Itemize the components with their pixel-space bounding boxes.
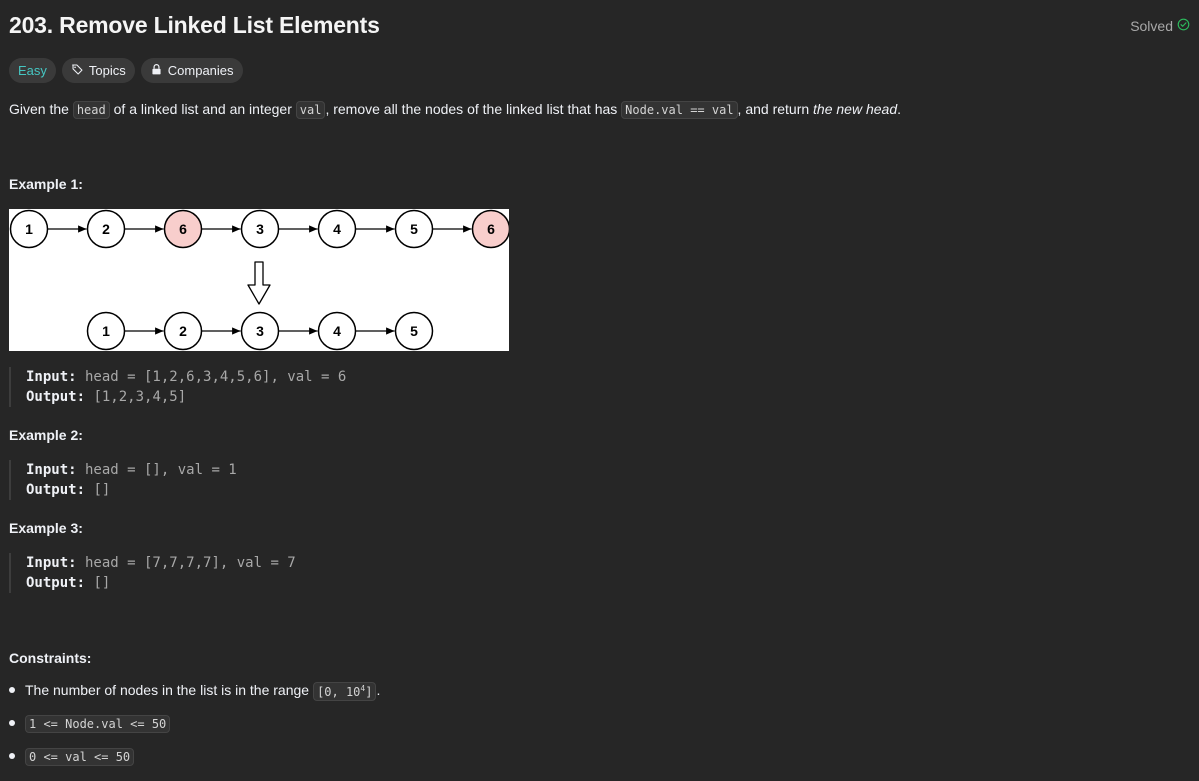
constraints-title: Constraints: xyxy=(9,650,92,666)
example-1-title: Example 1: xyxy=(9,176,83,192)
topics-button[interactable]: Topics xyxy=(61,58,135,83)
list-node xyxy=(9,209,49,249)
output-value: [] xyxy=(85,482,111,498)
constraints-list: The number of nodes in the list is in th… xyxy=(9,682,380,781)
topics-label: Topics xyxy=(88,63,126,78)
desc-emphasis: the new head xyxy=(813,101,898,117)
input-label: Input: xyxy=(26,369,77,385)
list-node xyxy=(86,209,126,249)
solved-label: Solved xyxy=(1130,18,1173,34)
node-label: 5 xyxy=(410,221,418,237)
input-value: head = [1,2,6,3,4,5,6], val = 6 xyxy=(76,369,347,385)
desc-text: , and return xyxy=(737,101,814,117)
node-label: 1 xyxy=(25,221,33,237)
constraint-item: 0 <= val <= 50 xyxy=(9,748,380,781)
constraint-text: The number of nodes in the list is in th… xyxy=(25,682,310,698)
check-circle-icon xyxy=(1177,18,1190,34)
output-value: [1,2,3,4,5] xyxy=(85,389,187,405)
input-value: head = [], val = 1 xyxy=(76,462,237,478)
solved-status: Solved xyxy=(1130,18,1190,34)
example-3-io: Input: head = [7,7,7,7], val = 7 Output:… xyxy=(9,553,296,593)
input-label: Input: xyxy=(26,555,77,571)
companies-button[interactable]: Companies xyxy=(140,58,243,83)
inline-code: Node.val == val xyxy=(621,101,738,119)
constraint-end: . xyxy=(376,682,381,698)
list-node xyxy=(86,311,126,351)
input-label: Input: xyxy=(26,462,77,478)
bullet xyxy=(9,687,15,693)
inline-code: val xyxy=(295,101,326,119)
list-node xyxy=(163,311,203,351)
example-output: Output: [1,2,3,4,5] xyxy=(26,387,346,407)
node-label: 2 xyxy=(102,221,110,237)
node-label: 3 xyxy=(256,323,264,339)
example-2-title: Example 2: xyxy=(9,427,83,443)
input-value: head = [7,7,7,7], val = 7 xyxy=(76,555,296,571)
desc-text: . xyxy=(897,101,902,117)
lock-icon xyxy=(150,63,163,79)
code-part: [0, 10 xyxy=(317,685,361,699)
node-label: 5 xyxy=(410,323,418,339)
difficulty-badge: Easy xyxy=(9,58,56,83)
node-label: 3 xyxy=(256,221,264,237)
list-node xyxy=(394,209,434,249)
inline-code: head xyxy=(72,101,110,119)
constraint-item: 1 <= Node.val <= 50 xyxy=(9,715,380,748)
list-node xyxy=(394,311,434,351)
example-input: Input: head = [7,7,7,7], val = 7 xyxy=(26,553,296,573)
node-label: 2 xyxy=(179,323,187,339)
example-input: Input: head = [1,2,6,3,4,5,6], val = 6 xyxy=(26,367,346,387)
output-label: Output: xyxy=(26,389,86,405)
bullet xyxy=(9,753,15,759)
node-label: 1 xyxy=(102,323,110,339)
tag-bar: Easy Topics Companies xyxy=(9,58,243,83)
example-1-io: Input: head = [1,2,6,3,4,5,6], val = 6 O… xyxy=(9,367,346,407)
desc-text: , remove all the nodes of the linked lis… xyxy=(325,101,622,117)
example-3-title: Example 3: xyxy=(9,520,83,536)
inline-code: 0 <= val <= 50 xyxy=(25,748,135,766)
companies-label: Companies xyxy=(167,63,234,78)
node-label: 6 xyxy=(487,221,495,237)
code-part: ] xyxy=(365,685,373,699)
code-superscript: 4 xyxy=(360,684,366,693)
output-label: Output: xyxy=(26,482,86,498)
constraint-item: The number of nodes in the list is in th… xyxy=(9,682,380,715)
list-node xyxy=(240,311,280,351)
list-node xyxy=(240,209,280,249)
list-node xyxy=(317,311,357,351)
node-label: 6 xyxy=(179,221,187,237)
example-1-diagram: 1 2 6 3 4 5 6 1 2 3 4 5 xyxy=(9,209,509,351)
inline-code: 1 <= Node.val <= 50 xyxy=(25,715,171,733)
example-output: Output: [] xyxy=(26,480,237,500)
output-value: [] xyxy=(85,575,111,591)
difficulty-label: Easy xyxy=(18,63,47,78)
node-label: 4 xyxy=(333,323,341,339)
output-label: Output: xyxy=(26,575,86,591)
bullet xyxy=(9,720,15,726)
example-input: Input: head = [], val = 1 xyxy=(26,460,237,480)
tag-icon xyxy=(71,63,84,79)
inline-code: [0, 104] xyxy=(313,682,377,701)
desc-text: Given the xyxy=(9,101,73,117)
node-label: 4 xyxy=(333,221,341,237)
problem-title: 203. Remove Linked List Elements xyxy=(9,12,380,38)
desc-text: of a linked list and an integer xyxy=(109,101,296,117)
example-2-io: Input: head = [], val = 1 Output: [] xyxy=(9,460,237,500)
down-arrow-icon xyxy=(247,261,271,305)
list-node xyxy=(471,209,509,249)
list-node xyxy=(163,209,203,249)
example-output: Output: [] xyxy=(26,573,296,593)
list-node xyxy=(317,209,357,249)
problem-description: Given the head of a linked list and an i… xyxy=(9,98,1189,121)
